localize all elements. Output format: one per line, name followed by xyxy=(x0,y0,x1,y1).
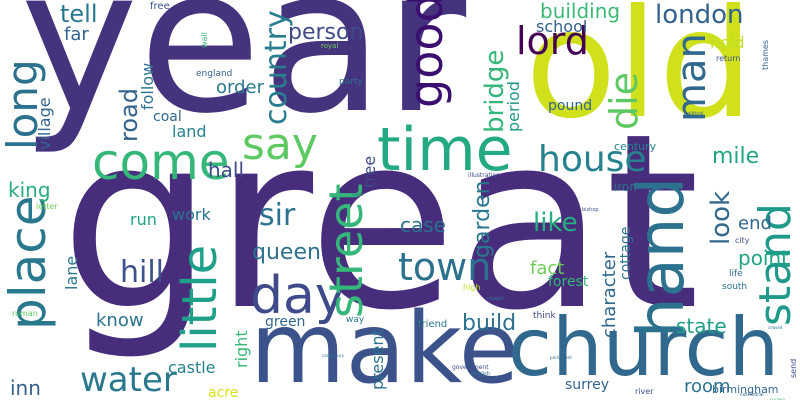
word-order: order xyxy=(216,77,264,98)
word-birmingham: birmingham xyxy=(712,383,779,396)
word-hill: hill xyxy=(120,255,165,290)
word-nursery: nursery xyxy=(770,397,786,400)
word-inn: inn xyxy=(10,376,41,400)
word-state: state xyxy=(676,314,727,338)
word-green: green xyxy=(265,314,306,330)
word-pound: pound xyxy=(548,98,593,114)
word-cottage: cottage xyxy=(618,226,634,280)
word-look: look xyxy=(706,190,736,245)
word-think: think xyxy=(533,311,556,321)
word-good: good xyxy=(399,0,453,108)
word-come: come xyxy=(92,133,230,191)
word-england: england xyxy=(196,69,233,79)
word-end: end xyxy=(738,213,772,234)
word-hold: hold xyxy=(710,33,745,52)
word-tell: tell xyxy=(60,0,98,28)
word-right: right xyxy=(232,330,251,368)
word-thames: thames xyxy=(761,40,770,70)
word-room: room xyxy=(684,376,731,397)
word-say: say xyxy=(242,119,318,170)
word-great: great xyxy=(60,82,700,364)
word-iron: iron xyxy=(614,180,637,194)
word-work: work xyxy=(172,205,211,224)
word-tiny-1: ceased xyxy=(768,325,783,330)
word-water: water xyxy=(80,360,177,400)
word-character: character xyxy=(599,251,620,338)
word-forest: forest xyxy=(548,274,589,290)
word-town: town xyxy=(398,245,492,289)
word-royal: royal xyxy=(321,42,339,50)
word-political: political xyxy=(684,111,704,117)
word-surrey: surrey xyxy=(565,377,610,393)
word-far: far xyxy=(64,24,89,45)
word-land: land xyxy=(172,122,207,141)
word-know: know xyxy=(96,310,144,331)
word-time: time xyxy=(377,115,513,185)
word-friend: friend xyxy=(418,319,448,330)
word-government: government xyxy=(452,364,489,371)
word-life: life xyxy=(729,269,743,279)
word-chapel: chapel xyxy=(487,296,504,302)
word-hall: hall xyxy=(208,158,245,182)
word-acre: acre xyxy=(208,385,239,400)
word-person: person xyxy=(288,20,364,45)
word-river: river xyxy=(635,387,654,396)
word-village: village xyxy=(35,97,54,150)
word-free: free xyxy=(150,1,170,12)
word-coal: coal xyxy=(153,109,182,125)
word-bishop: bishop xyxy=(582,207,599,213)
word-school: school xyxy=(536,17,588,36)
word-party: party xyxy=(339,77,363,87)
word-lord: lord xyxy=(516,19,589,63)
word-make: make xyxy=(250,292,520,400)
word-canterbury: canterbury xyxy=(322,353,344,358)
word-year: year xyxy=(20,0,467,158)
word-building: building xyxy=(540,0,621,23)
word-century: century xyxy=(614,140,657,153)
word-sir: sir xyxy=(259,198,296,233)
word-period: period xyxy=(504,81,523,132)
word-city: city xyxy=(735,236,750,245)
word-roman: roman xyxy=(12,309,38,318)
word-fact: fact xyxy=(530,258,565,279)
word-house: house xyxy=(538,139,647,180)
word-parliament: parliament xyxy=(550,355,572,360)
word-letter: letter xyxy=(36,202,58,211)
word-mile: mile xyxy=(712,144,760,169)
word-queen: queen xyxy=(252,240,321,265)
word-english: english xyxy=(472,371,490,377)
word-build: build xyxy=(462,311,517,336)
word-point: point xyxy=(738,246,790,270)
word-king: king xyxy=(8,178,51,202)
word-tree: tree xyxy=(360,155,379,188)
word-like: like xyxy=(533,208,578,238)
word-church: church xyxy=(508,301,780,394)
word-run: run xyxy=(130,210,157,229)
word-wall: wall xyxy=(200,32,209,48)
word-south: south xyxy=(722,282,748,292)
word-present: present xyxy=(368,329,387,390)
word-case: case xyxy=(400,213,446,237)
word-illustration: illustration xyxy=(468,172,500,179)
word-return: return xyxy=(716,54,741,63)
word-castle: castle xyxy=(168,358,216,377)
word-old: old xyxy=(525,0,754,152)
word-cathedral: cathedral xyxy=(740,392,764,398)
word-tiny-2: canal xyxy=(352,192,363,197)
word-man: man xyxy=(669,33,715,122)
word-garden: garden xyxy=(470,180,495,258)
word-street: street xyxy=(319,183,373,318)
word-london: london xyxy=(655,0,744,30)
word-way: way xyxy=(346,315,365,325)
word-lane: lane xyxy=(62,255,81,290)
word-little: little xyxy=(172,244,228,352)
word-send: send xyxy=(789,358,798,378)
word-follow: follow xyxy=(138,62,157,110)
word-high: high xyxy=(463,283,481,292)
word-die: die xyxy=(602,71,646,130)
word-day: day xyxy=(250,266,346,326)
